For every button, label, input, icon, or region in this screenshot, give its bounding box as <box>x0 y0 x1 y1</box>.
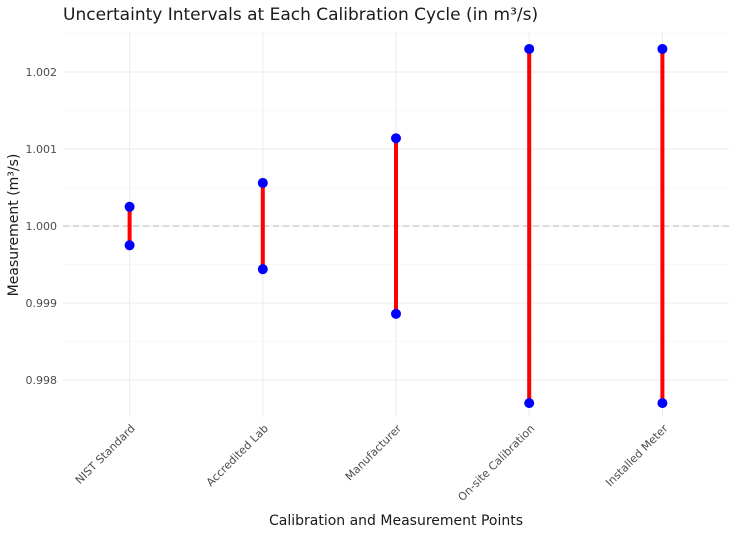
x-axis-title: Calibration and Measurement Points <box>269 513 523 529</box>
x-tick-label: NIST Standard <box>73 422 138 487</box>
y-tick-label: 1.000 <box>26 220 58 233</box>
upper-point <box>257 177 268 188</box>
y-tick-label: 0.998 <box>26 374 58 387</box>
lower-point <box>657 398 668 409</box>
upper-point <box>657 43 668 54</box>
y-axis-ticks: 0.998 0.999 1.000 1.001 1.002 <box>26 66 58 387</box>
upper-point <box>391 133 401 144</box>
x-axis-ticks: NIST Standard Accredited Lab Manufacturer O… <box>73 422 671 504</box>
upper-point <box>524 43 535 54</box>
x-tick-label: Installed Meter <box>603 422 671 490</box>
lower-point <box>391 308 401 319</box>
y-tick-label: 1.001 <box>26 143 58 156</box>
lower-point <box>257 264 268 275</box>
lower-point <box>124 240 135 251</box>
x-tick-label: On-site Calibration <box>455 422 537 504</box>
chart-title: Uncertainty Intervals at Each Calibratio… <box>63 5 538 25</box>
intervals <box>124 43 668 409</box>
lower-point <box>524 398 535 409</box>
y-tick-label: 0.999 <box>26 297 58 310</box>
x-tick-label: Accredited Lab <box>204 422 271 489</box>
y-axis-title: Measurement (m³/s) <box>6 154 22 297</box>
y-tick-label: 1.002 <box>26 66 58 79</box>
x-tick-label: Manufacturer <box>343 422 405 484</box>
upper-point <box>124 201 135 212</box>
